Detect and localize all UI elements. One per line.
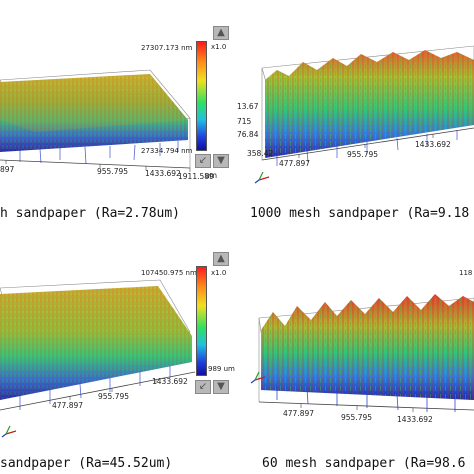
surface-3d-plot-1 [0, 69, 191, 172]
arrow-down-icon[interactable]: ▼ [213, 154, 229, 168]
panel-1-caption: h sandpaper (Ra=2.78um) [0, 206, 181, 221]
arrow-up-icon[interactable]: ▲ [213, 252, 229, 266]
colorbar [196, 41, 207, 151]
x-tick-2: 955.795 [341, 413, 373, 422]
colorbar [196, 266, 207, 376]
y-tick-1: 13.67 [237, 102, 259, 111]
y-side-tick: 715 [237, 117, 252, 126]
colorbar-min-value: 27334.794 nm [141, 147, 193, 155]
y-tick-2: 76.84 [237, 130, 259, 139]
arrow-up-icon[interactable]: ▲ [213, 26, 229, 40]
surface-plot-panel-2: 13.67 715 76.84 358.42 477.897 955.795 1… [237, 0, 474, 200]
surface-plot-panel-4: 118 477.897 955.795 1433.692 [237, 240, 474, 450]
axis-triad-icon [1, 425, 17, 438]
surface-plot-panel-3: 477.897 955.795 1433.692 107450.975 nm 9… [0, 240, 237, 450]
x-tick-1: 477.897 [52, 401, 84, 410]
x-tick-2: 955.795 [97, 167, 129, 176]
x-tick-1: 477.897 [283, 409, 315, 418]
panel-3-caption: sandpaper (Ra=45.52um) [0, 456, 173, 471]
arrow-down-icon[interactable]: ▼ [213, 380, 229, 394]
surface-3d-plot-3 [0, 279, 196, 438]
y-tick-3: 358.42 [247, 149, 274, 158]
x-tick-3: 1433.692 [397, 415, 433, 424]
x-tick-2: 955.795 [347, 150, 379, 159]
zoom-label: x1.0 [211, 43, 227, 51]
panel-4-caption: 60 mesh sandpaper (Ra=98.6 [262, 456, 466, 471]
zoom-label: x1.0 [211, 269, 227, 277]
surface-3d-plot-4 [250, 294, 474, 412]
colorbar-min-value: 989 um [208, 365, 235, 373]
axis-triad-icon [254, 171, 270, 184]
axis-triad-icon [250, 371, 266, 384]
surface-3d-plot-2 [254, 45, 474, 184]
x-unit-label: um [205, 171, 218, 180]
x-tick-1: 477.897 [279, 159, 311, 168]
x-tick-3: 1433.692 [145, 169, 181, 178]
surface-plot-panel-1: 897 955.795 1433.692 1911.589 um 27307.1… [0, 0, 237, 200]
arrow-expand-icon[interactable]: ↙ [195, 380, 211, 394]
x-tick-1: 897 [0, 165, 15, 174]
x-tick-3: 1433.692 [152, 377, 188, 386]
colorbar-max-value: 118 [459, 269, 473, 277]
x-tick-3: 1433.692 [415, 140, 451, 149]
x-tick-2: 955.795 [98, 392, 130, 401]
x-tick-4: 1911.589 [178, 172, 214, 181]
colorbar-max-value: 107450.975 nm [141, 269, 197, 277]
arrow-shrink-icon[interactable]: ↙ [195, 154, 211, 168]
colorbar-max-value: 27307.173 nm [141, 44, 193, 52]
panel-2-caption: 1000 mesh sandpaper (Ra=9.18 [250, 206, 470, 221]
